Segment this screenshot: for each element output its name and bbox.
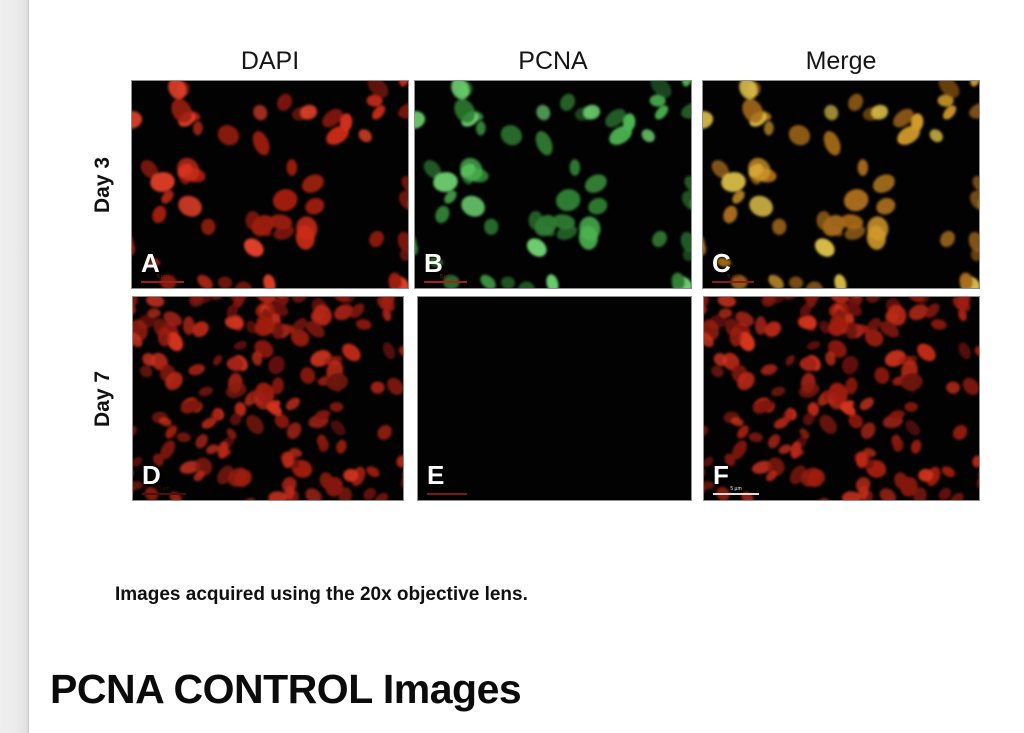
panel-letter: B bbox=[424, 248, 443, 278]
panel-letter: E bbox=[427, 460, 445, 490]
fluorescence-cells-image bbox=[132, 81, 408, 288]
micrograph-panel-c-day3-merge: C 5 µm bbox=[702, 80, 980, 289]
fluorescence-cells-image bbox=[704, 297, 979, 500]
scale-bar bbox=[427, 492, 467, 495]
fluorescence-cells-image bbox=[703, 81, 979, 288]
column-header-dapi: DAPI bbox=[240, 47, 300, 75]
scale-bar-line bbox=[427, 493, 467, 495]
scale-bar: 5 µm bbox=[141, 275, 184, 283]
panel-letter: F bbox=[713, 460, 729, 490]
figure-caption: Images acquired using the 20x objective … bbox=[115, 584, 528, 605]
row-label-day7: Day 7 bbox=[91, 370, 114, 427]
micrograph-panel-a-day3-dapi: A 5 µm bbox=[131, 80, 409, 289]
panel-letter: A bbox=[141, 248, 160, 278]
micrograph-panel-f-day7-merge: F 5 µm bbox=[703, 296, 980, 501]
scale-bar-label: 5 µm bbox=[156, 274, 169, 280]
panel-letter: D bbox=[142, 460, 161, 490]
scale-bar-line bbox=[141, 281, 184, 283]
page-title: PCNA CONTROL Images bbox=[50, 666, 522, 712]
micrograph-panel-e-day7-pcna-negative: E bbox=[417, 296, 692, 501]
scale-bar-label: 5 µm bbox=[727, 274, 739, 280]
scale-bar-line bbox=[712, 281, 754, 283]
panel-letter: C bbox=[712, 248, 731, 278]
scale-bar-label: 5 µm bbox=[730, 486, 742, 492]
fluorescence-cells-image bbox=[418, 297, 691, 500]
scale-bar-line bbox=[424, 281, 467, 283]
scale-bar: 5 µm bbox=[142, 487, 186, 495]
scale-bar: 5 µm bbox=[713, 487, 759, 495]
document-edge-gutter bbox=[0, 0, 29, 733]
column-header-merge: Merge bbox=[805, 47, 877, 75]
scale-bar: 5 µm bbox=[424, 275, 467, 283]
fluorescence-cells-image bbox=[133, 297, 403, 500]
fluorescence-cells-image bbox=[415, 81, 691, 288]
micrograph-panel-b-day3-pcna: B 5 µm bbox=[414, 80, 692, 289]
scale-bar: 5 µm bbox=[712, 275, 754, 283]
micrograph-panel-d-day7-dapi: D 5 µm bbox=[132, 296, 404, 501]
scale-bar-label: 5 µm bbox=[439, 274, 452, 280]
scale-bar-label: 5 µm bbox=[158, 486, 170, 492]
scale-bar-line bbox=[142, 493, 186, 495]
column-header-pcna: PCNA bbox=[518, 47, 588, 75]
row-label-day3: Day 3 bbox=[91, 156, 114, 213]
scale-bar-line bbox=[713, 493, 759, 495]
